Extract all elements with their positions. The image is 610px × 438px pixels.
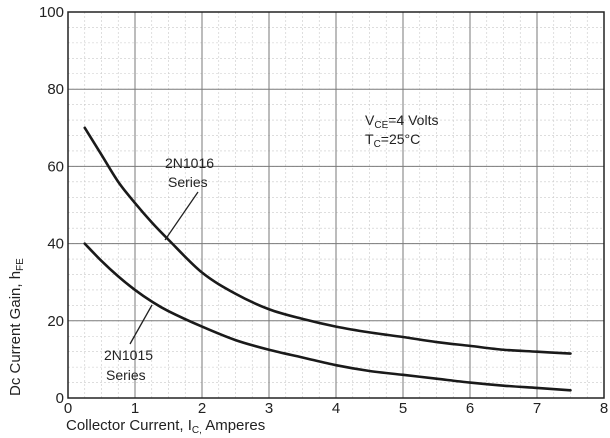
major-grid [67, 11, 605, 399]
y-tick-label: 20 [47, 313, 64, 330]
series-label-2n1016-line1: 2N1016 [165, 155, 214, 171]
y-tick-label: 40 [47, 236, 64, 253]
y-tick-label: 100 [39, 4, 64, 21]
y-tick-label: 0 [56, 390, 64, 407]
series-label-2n1016-line2: Series [168, 174, 208, 190]
series-line-2n1015 [83, 242, 572, 392]
plot-frame [67, 11, 605, 399]
y-tick-label: 60 [47, 158, 64, 175]
x-tick-label: 3 [265, 400, 273, 417]
x-axis-label: Collector Current, IC, Amperes [66, 417, 265, 436]
leader-2n1015 [129, 304, 153, 345]
series-label-2n1015-line2: Series [106, 367, 146, 383]
x-tick-label: 4 [332, 400, 340, 417]
tc-condition: TC=25°C [365, 131, 420, 150]
series-label-2n1015-line1: 2N1015 [104, 347, 153, 363]
series-line-2n1016 [83, 126, 572, 355]
x-tick-label: 8 [600, 400, 608, 417]
y-axis-label: Dc Current Gain, hFE [7, 258, 26, 396]
vce-condition: VCE=4 Volts [365, 112, 438, 131]
y-tick-label: 80 [47, 81, 64, 98]
x-tick-label: 5 [399, 400, 407, 417]
x-tick-label: 2 [198, 400, 206, 417]
series-layer [83, 126, 572, 392]
x-tick-label: 6 [466, 400, 474, 417]
leader-2n1016 [164, 191, 199, 241]
x-tick-label: 0 [64, 400, 72, 417]
x-tick-label: 1 [131, 400, 139, 417]
x-tick-label: 7 [533, 400, 541, 417]
